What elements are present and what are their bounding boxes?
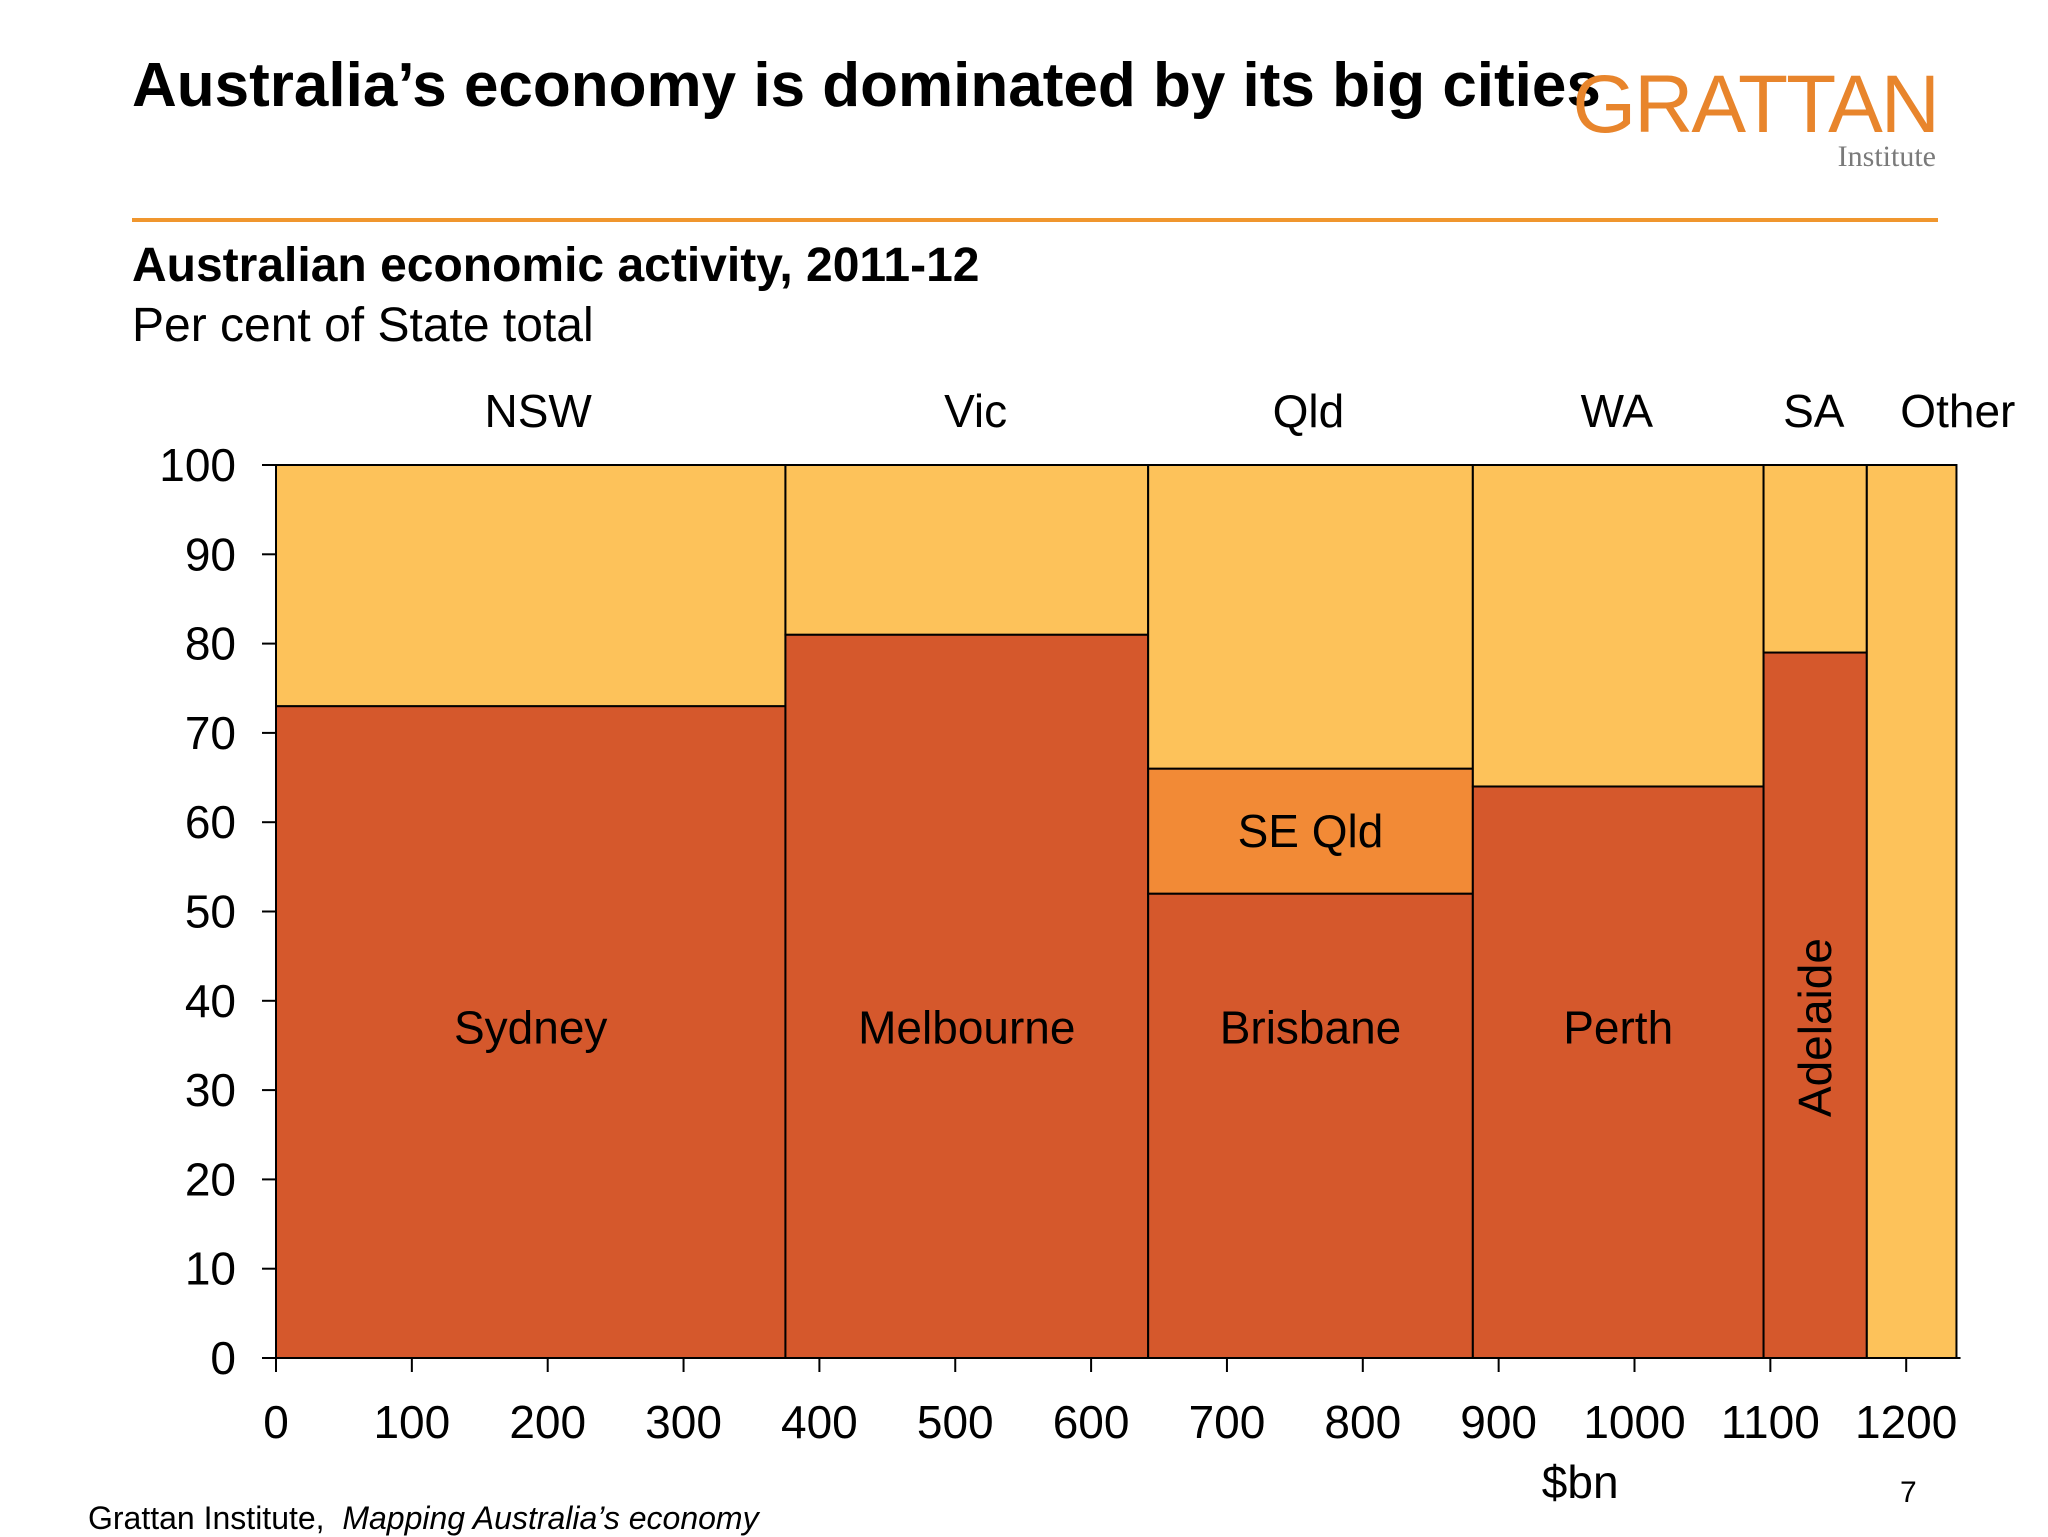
segment-qld-rest — [1147, 464, 1474, 770]
x-tick-label: 1200 — [1855, 1396, 1957, 1448]
segment-other-rest — [1865, 464, 1958, 1359]
chart-subtitle: Per cent of State total — [132, 299, 594, 352]
segment-qld-se-qld — [1147, 767, 1474, 895]
segment-nsw-rest — [275, 464, 787, 708]
y-tick-label: 80 — [185, 618, 236, 670]
segment-label-perth: Perth — [1563, 1002, 1673, 1054]
y-tick-label: 70 — [185, 707, 236, 759]
segment-qld-brisbane — [1147, 892, 1474, 1359]
state-label-nsw: NSW — [485, 385, 593, 437]
x-tick-label: 300 — [645, 1396, 722, 1448]
footer-source: Grattan Institute, Mapping Australia’s e… — [88, 1500, 759, 1537]
x-tick-label: 0 — [263, 1396, 289, 1448]
segment-label-brisbane: Brisbane — [1220, 1002, 1402, 1054]
segment-vic-melbourne — [784, 633, 1150, 1359]
x-tick-label: 700 — [1189, 1396, 1266, 1448]
slide-title: Australia’s economy is dominated by its … — [132, 51, 1601, 120]
segment-label-melbourne: Melbourne — [858, 1002, 1075, 1054]
y-tick-label: 20 — [185, 1153, 236, 1205]
x-tick-label: 800 — [1324, 1396, 1401, 1448]
x-tick-label: 1000 — [1583, 1396, 1685, 1448]
x-tick-label: 400 — [781, 1396, 858, 1448]
x-tick-label: 500 — [917, 1396, 994, 1448]
x-tick-label: 1100 — [1721, 1396, 1820, 1448]
state-label-vic: Vic — [944, 385, 1007, 437]
y-tick-label: 100 — [159, 439, 236, 491]
logo-wordmark: GRATTAN — [1572, 59, 1940, 150]
chart-title: Australian economic activity, 2011-12 — [132, 239, 980, 292]
footer-publication: Mapping Australia’s economy — [342, 1500, 759, 1536]
page-number: 7 — [1900, 1476, 1917, 1509]
y-tick-label: 90 — [185, 528, 236, 580]
state-label-qld: Qld — [1273, 385, 1345, 437]
segment-nsw-sydney — [275, 705, 787, 1359]
segment-label-sydney: Sydney — [454, 1002, 607, 1054]
state-label-sa: SA — [1783, 385, 1845, 437]
segment-wa-rest — [1471, 464, 1765, 788]
x-axis-label: $bn — [1542, 1456, 1619, 1508]
x-tick-label: 200 — [509, 1396, 586, 1448]
x-tick-label: 900 — [1460, 1396, 1537, 1448]
state-label-other: Other — [1900, 385, 2015, 437]
segment-label-se-qld: SE Qld — [1238, 805, 1384, 857]
state-label-wa: WA — [1581, 385, 1654, 437]
y-tick-label: 60 — [185, 796, 236, 848]
segment-sa-adelaide — [1762, 651, 1868, 1359]
segment-label-adelaide: Adelaide — [1789, 938, 1841, 1117]
footer-org: Grattan Institute, — [88, 1500, 325, 1536]
segment-sa-rest — [1762, 464, 1868, 654]
grattan-logo: GRATTAN Institute — [1572, 62, 1940, 174]
segment-wa-perth — [1471, 785, 1765, 1359]
title-divider — [132, 218, 1938, 222]
x-tick-label: 600 — [1053, 1396, 1130, 1448]
x-tick-label: 100 — [373, 1396, 450, 1448]
y-tick-label: 0 — [210, 1332, 236, 1384]
y-tick-label: 50 — [185, 886, 236, 938]
y-tick-label: 10 — [185, 1243, 236, 1295]
segment-vic-rest — [784, 464, 1150, 636]
y-tick-label: 40 — [185, 975, 236, 1027]
logo-subtitle: Institute — [1837, 140, 1936, 173]
y-tick-label: 30 — [185, 1064, 236, 1116]
